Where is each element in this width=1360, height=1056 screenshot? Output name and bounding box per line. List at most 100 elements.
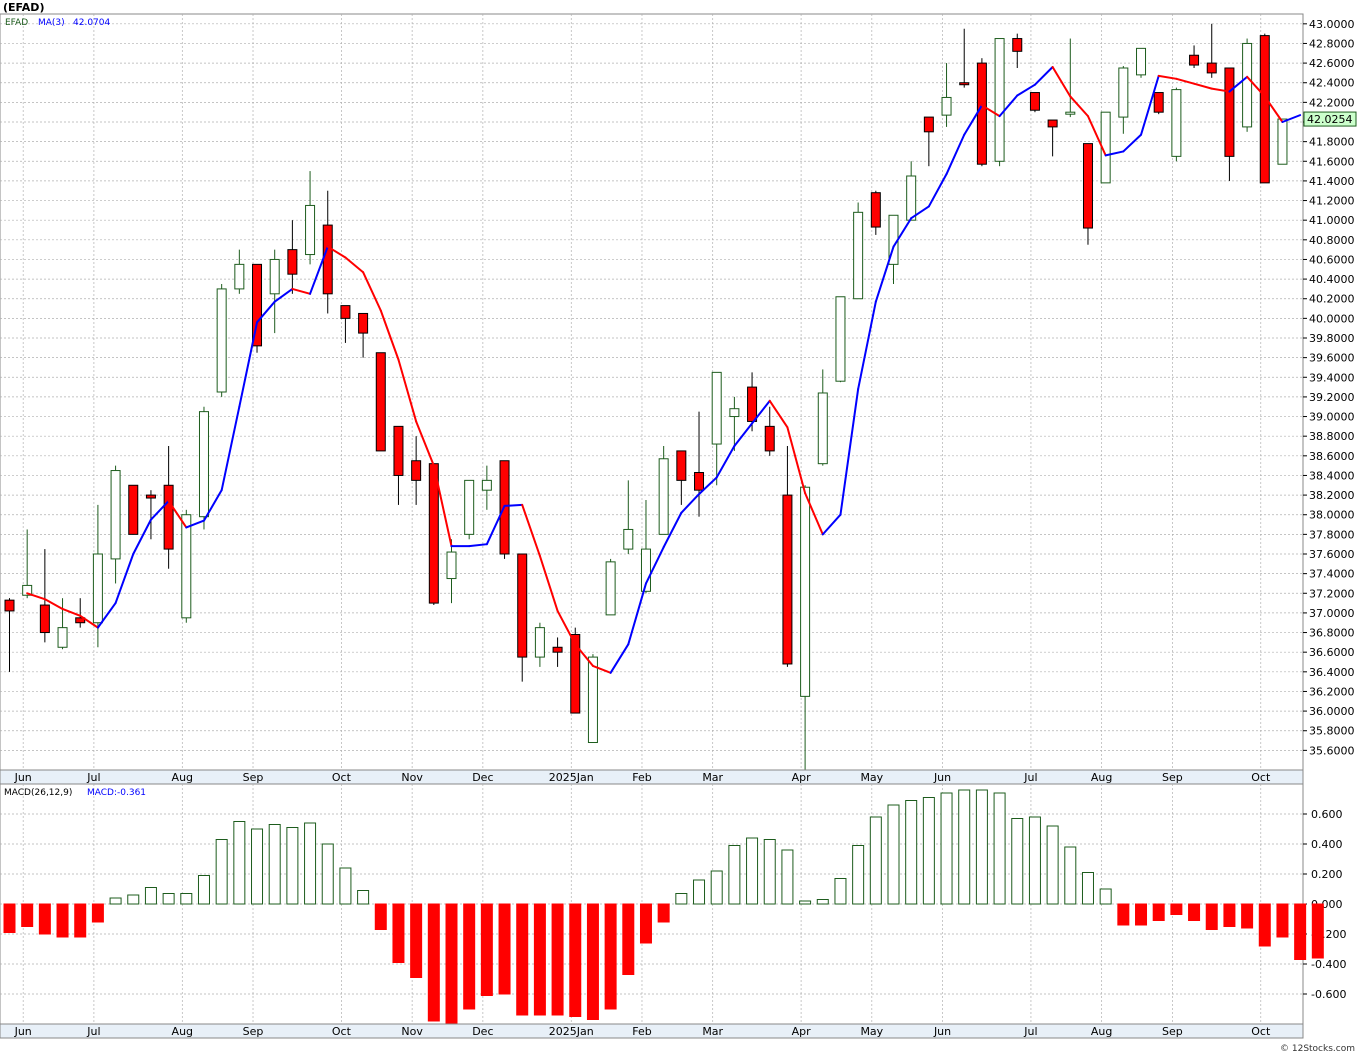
candle [1206, 23, 1217, 78]
candle [817, 369, 828, 466]
macd-bar-negative [463, 903, 476, 1010]
macd-y-axis: 0.6000.4000.2000.000-0.200-0.400-0.600 [1303, 808, 1346, 1001]
candle-body-up [481, 479, 492, 491]
ma-segment [910, 205, 930, 220]
macd-bar-positive [286, 827, 299, 905]
candle [92, 504, 103, 648]
candle-body-up [1118, 67, 1129, 118]
macd-bar-negative [1311, 903, 1324, 959]
candle [393, 425, 404, 505]
price-x-tick-label: Sep [1162, 771, 1183, 784]
price-tick-label: 39.0000 [1309, 411, 1355, 424]
ma-segment [256, 300, 276, 324]
ma-segment [238, 321, 259, 408]
macd-x-tick-label: Oct [332, 1025, 352, 1038]
price-x-axis: Jun Jul Aug Sep Oct Nov Dec 2025Jan Feb Mar Apr May… [14, 771, 1271, 784]
macd-bar-negative [427, 903, 440, 1022]
macd-bar-negative [480, 903, 493, 996]
macd-legend-value: MACD:-0.361 [87, 788, 146, 798]
candle [446, 539, 457, 604]
price-x-tick-label: Apr [792, 771, 812, 784]
candle-body-down [976, 62, 987, 165]
macd-bar-negative [604, 903, 617, 1010]
macd-bar-negative [1152, 903, 1165, 921]
ma-segment [627, 582, 647, 646]
ma-segment [998, 94, 1019, 118]
candle-body-up [269, 258, 280, 295]
candle [57, 598, 68, 650]
candle [163, 446, 174, 569]
price-tick-label: 38.4000 [1309, 469, 1355, 482]
ma-segment [839, 388, 860, 516]
candle-body-up [57, 627, 68, 648]
macd-bar-positive [905, 800, 918, 905]
candle [1118, 66, 1129, 134]
candle-body-up [817, 392, 828, 465]
macd-bar-positive [710, 870, 723, 905]
price-tick-label: 42.8000 [1309, 37, 1355, 50]
macd-bar-negative [91, 903, 104, 923]
ma-legend-value: 42.0704 [73, 18, 110, 28]
macd-bar-negative [445, 903, 458, 1025]
candle-body-down [676, 450, 687, 481]
candle-body-down [340, 305, 351, 319]
ma-segment [733, 422, 754, 447]
ma-segment [786, 426, 807, 495]
candle-body-down [163, 484, 174, 550]
macd-bar-negative [1188, 903, 1201, 921]
price-tick-label: 36.2000 [1309, 685, 1355, 698]
candle-body-up [587, 656, 598, 744]
candle [1171, 87, 1182, 162]
chart-title: (EFAD) [3, 1, 44, 14]
candle-body-up [181, 514, 192, 619]
price-tick-label: 39.2000 [1309, 391, 1355, 404]
candle [694, 411, 705, 517]
ma-segment [379, 309, 400, 361]
candle [1065, 38, 1076, 118]
ma-segment [680, 493, 701, 514]
price-tick-label: 36.6000 [1309, 646, 1355, 659]
candle-body-down [39, 604, 50, 634]
candle [1136, 47, 1147, 78]
ma-segment [96, 602, 117, 629]
candle-body-up [1277, 118, 1288, 165]
macd-bar-negative [1294, 903, 1307, 960]
macd-bar-positive [1081, 872, 1094, 905]
candle [623, 480, 634, 554]
price-tick-label: 41.8000 [1309, 136, 1355, 149]
price-tick-label: 38.2000 [1309, 489, 1355, 502]
candle-body-up [941, 96, 952, 116]
candle-body-down [552, 646, 563, 653]
ma-segment [804, 492, 824, 536]
ma-segment [892, 217, 913, 248]
candle [481, 465, 492, 510]
candle [534, 622, 545, 667]
candle [464, 479, 475, 540]
ma-segment [167, 499, 188, 529]
candle-body-down [287, 249, 298, 275]
candle [552, 637, 563, 667]
price-x-tick-label: Jun [14, 771, 32, 784]
candle [22, 529, 33, 599]
macd-bar-positive [1028, 816, 1041, 905]
macd-bar-positive [746, 837, 759, 905]
price-x-tick-label: Jul [86, 771, 100, 784]
watermark: © 12Stocks.com [1280, 1044, 1355, 1054]
candle-body-down [1189, 54, 1200, 66]
ma-segment [503, 503, 524, 507]
ma-segment [591, 664, 612, 674]
candle [252, 263, 263, 353]
candle [1029, 92, 1040, 113]
ma-segment [344, 256, 365, 274]
candle [587, 654, 598, 744]
price-x-tick-label: Aug [1091, 771, 1112, 784]
price-x-tick-label: Sep [243, 771, 264, 784]
candle [110, 465, 121, 584]
candle-body-down [1029, 92, 1040, 111]
candle-body-down [145, 494, 156, 499]
ma-segment [521, 503, 541, 557]
ma-segment [945, 133, 966, 176]
macd-bar-negative [1205, 903, 1218, 930]
price-tick-label: 40.2000 [1309, 293, 1355, 306]
macd-bar-negative [392, 903, 405, 963]
